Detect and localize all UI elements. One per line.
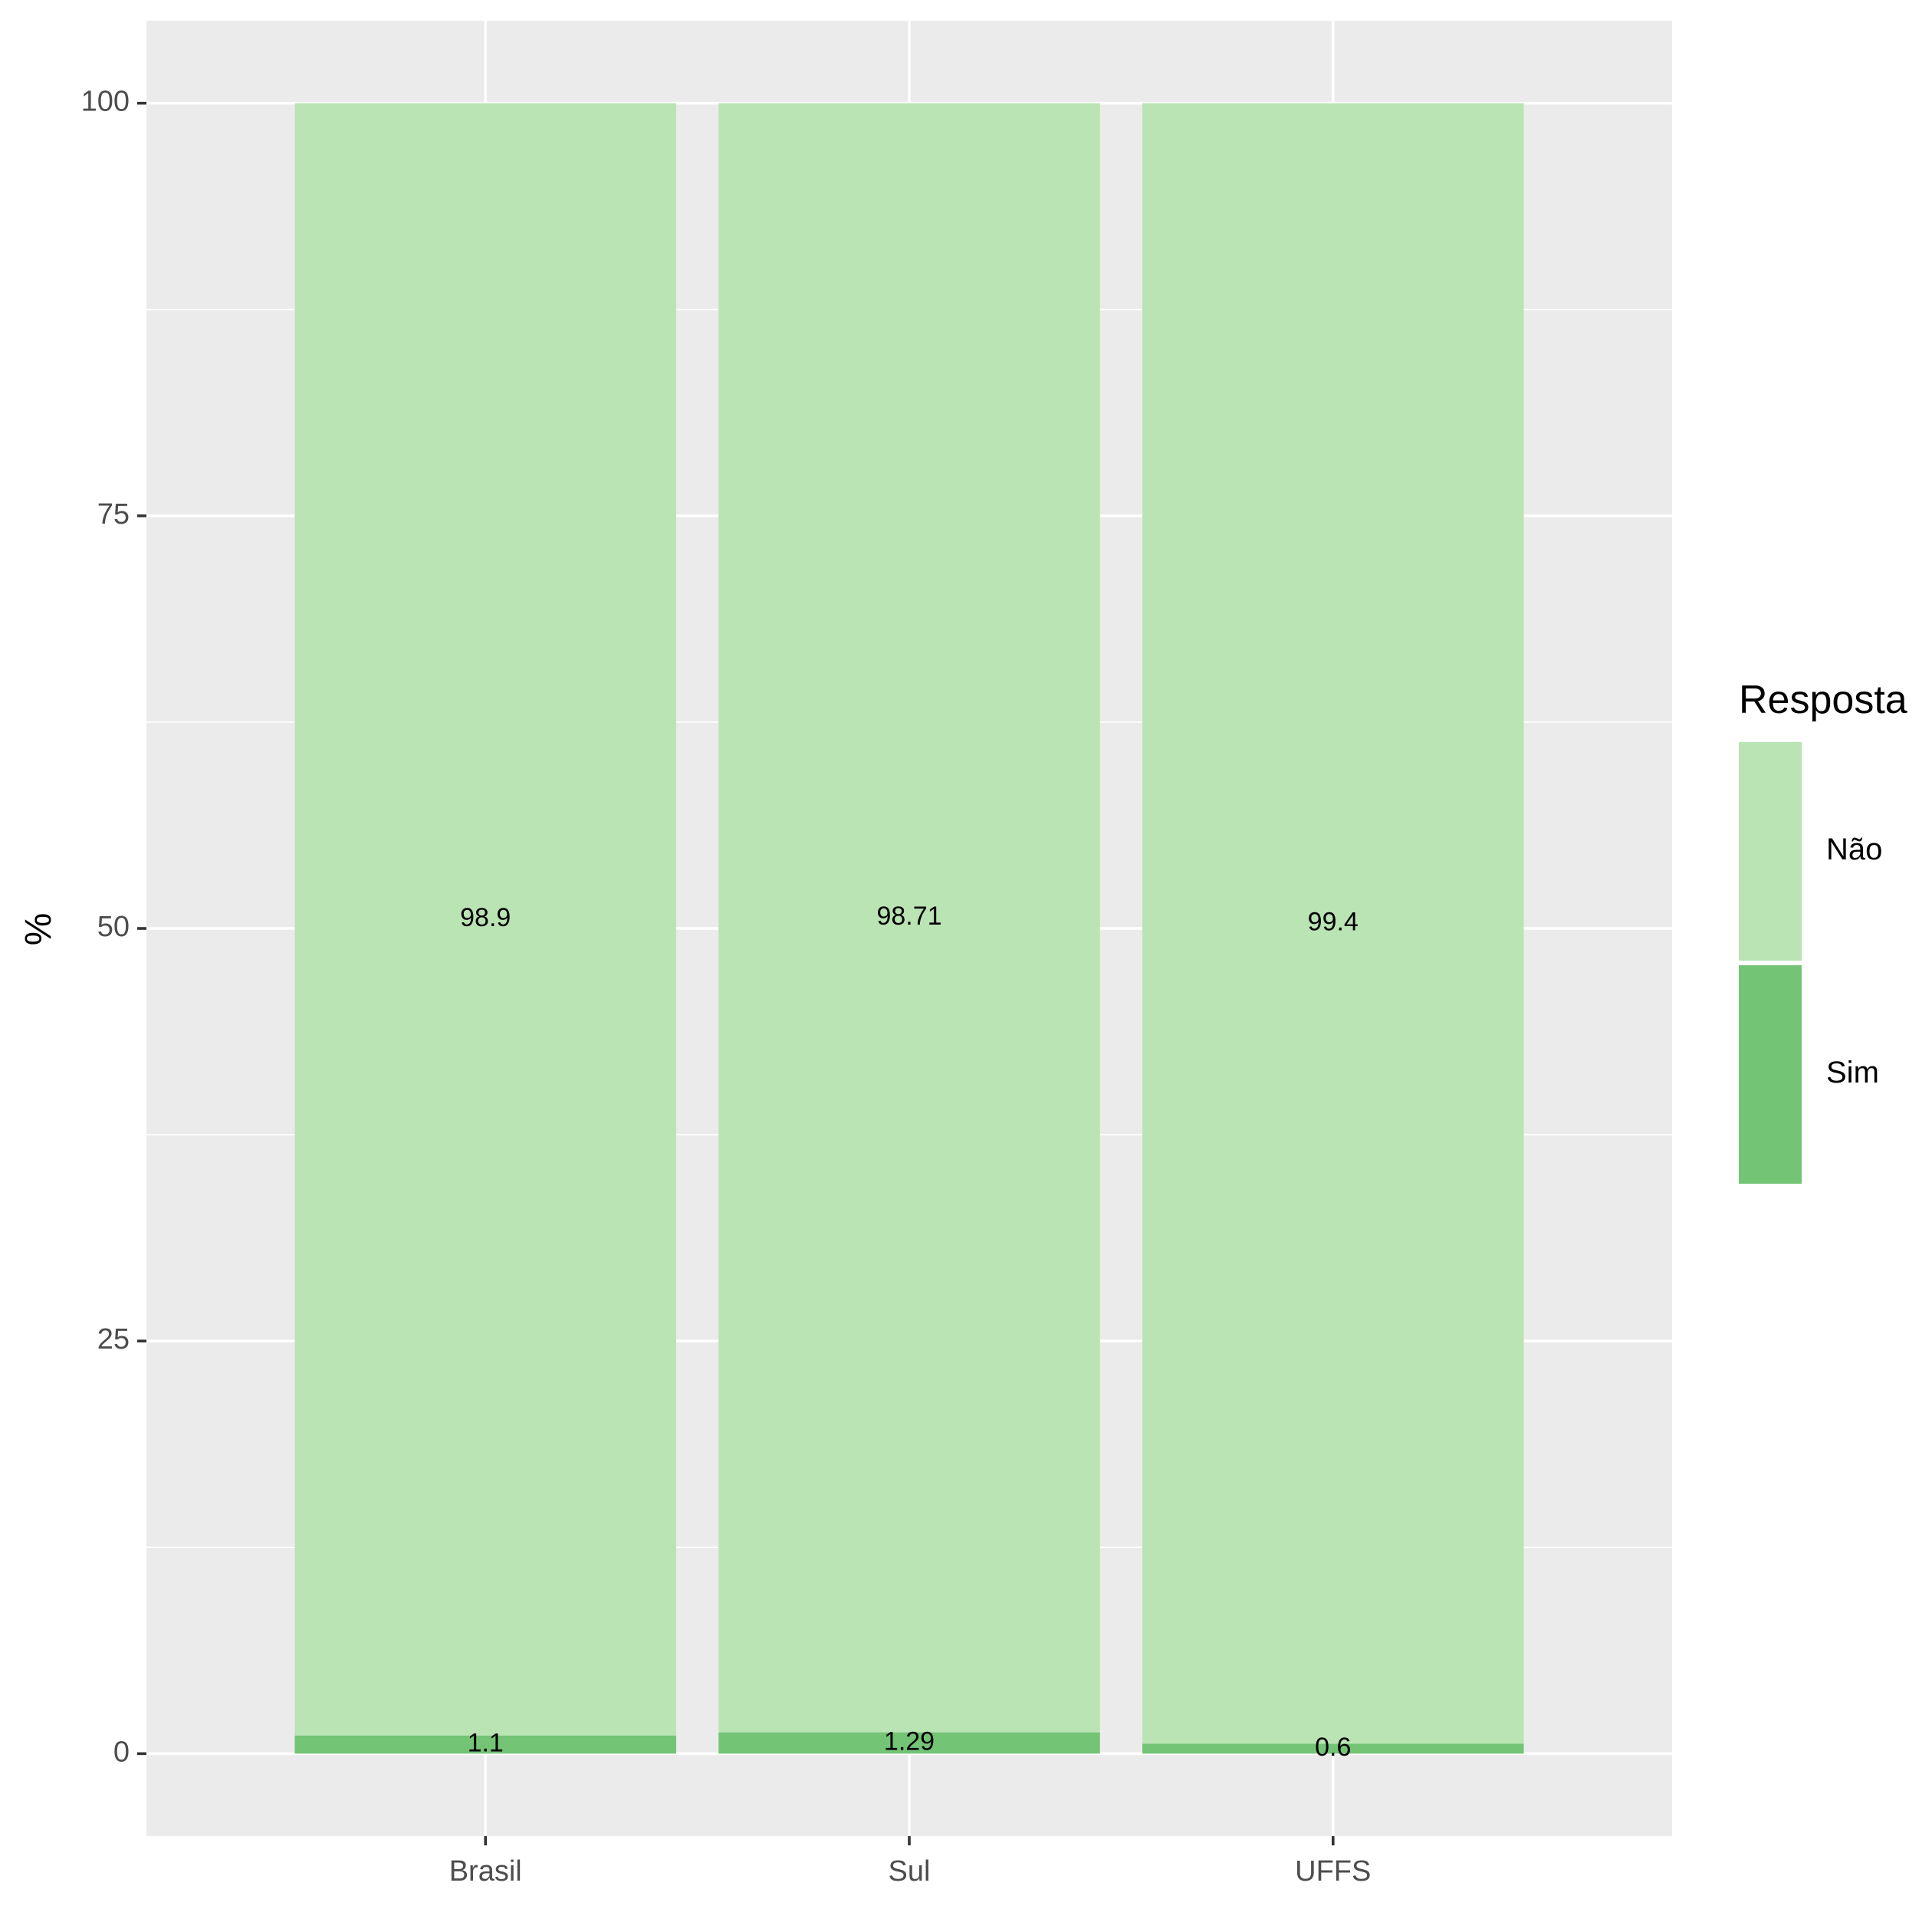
- bar-sul-sim: [718, 1732, 1100, 1754]
- data-label: 1.1: [468, 1729, 504, 1758]
- legend-label: Não: [1826, 833, 1882, 866]
- data-label: 0.6: [1315, 1733, 1351, 1762]
- bar-brasil-no: [294, 103, 676, 1736]
- bar-brasil-sim: [294, 1735, 676, 1754]
- y-axis-title: %: [18, 913, 59, 946]
- legend-key-no: [1739, 742, 1802, 961]
- data-label: 98.71: [876, 902, 941, 931]
- bar-sul-no: [718, 103, 1100, 1733]
- legend-key-sim: [1739, 965, 1802, 1184]
- x-axis: Brasil Sul UFFS: [449, 1836, 1371, 1888]
- y-tick-label: 0: [113, 1736, 130, 1768]
- legend: Resposta Não Sim: [1739, 678, 1907, 1184]
- legend-label: Sim: [1826, 1056, 1879, 1089]
- y-tick-label: 100: [81, 86, 130, 118]
- bar-uffs-no: [1142, 103, 1524, 1744]
- data-label: 1.29: [884, 1727, 935, 1756]
- bars: [294, 103, 1524, 1754]
- legend-title: Resposta: [1739, 678, 1907, 722]
- data-label: 99.4: [1308, 908, 1359, 937]
- data-label: 98.9: [460, 903, 511, 932]
- bar-uffs-sim: [1142, 1743, 1524, 1754]
- y-tick-label: 25: [97, 1323, 130, 1355]
- data-labels: 1.1 98.9 1.29 98.71 0.6 99.4: [460, 902, 1359, 1762]
- y-tick-label: 50: [97, 911, 130, 943]
- y-axis: 0 25 50 75 100: [81, 86, 146, 1768]
- x-tick-label: UFFS: [1295, 1855, 1371, 1888]
- x-tick-label: Sul: [889, 1855, 931, 1888]
- y-tick-label: 75: [97, 498, 130, 531]
- x-tick-label: Brasil: [449, 1855, 522, 1888]
